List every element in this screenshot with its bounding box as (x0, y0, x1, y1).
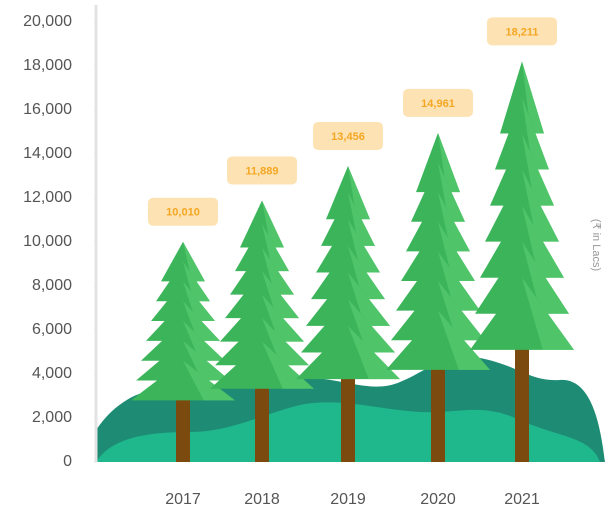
tree-tier-shade (262, 200, 284, 248)
value-label-box (227, 156, 297, 185)
tree-tier-shade (522, 169, 559, 242)
value-label: 13,456 (331, 131, 365, 143)
y-tick-label: 8,000 (32, 277, 72, 294)
tree-tier-shade (262, 318, 309, 366)
tree-tier-shade (438, 162, 465, 222)
tree-tier-shade (348, 165, 370, 220)
tree-tier-shade (438, 221, 475, 281)
tree-trunk (515, 329, 529, 462)
x-tick-label: 2020 (420, 491, 456, 508)
tree-trunk (255, 368, 269, 462)
tree-tier-shade (438, 310, 490, 370)
value-label: 18,211 (505, 26, 538, 38)
value-label: 11,889 (245, 165, 278, 177)
y-tick-label: 4,000 (32, 365, 72, 382)
tree-trunk (176, 380, 190, 462)
tree-tier-shade (348, 245, 385, 300)
y-tick-label: 16,000 (23, 101, 72, 118)
tree (470, 61, 574, 462)
x-tick-label: 2021 (504, 491, 540, 508)
tree (296, 165, 400, 462)
tree-tier-shade (183, 301, 220, 341)
tree (210, 200, 314, 462)
tree-tier-shade (438, 132, 460, 193)
tree-tier-shade (262, 271, 299, 319)
y-tick-label: 2,000 (32, 409, 72, 426)
tree-tier-shade (438, 280, 485, 341)
tree (386, 132, 490, 462)
tree-tier-shade (262, 223, 289, 272)
tree-tier-shade (183, 261, 210, 302)
tree-tier-shade (348, 325, 400, 380)
tree-tier-shade (183, 281, 215, 322)
tree-tier-shade (183, 360, 235, 401)
tree-tier-shade (522, 61, 544, 134)
tree-tier-shade (522, 133, 554, 206)
value-label-box (313, 121, 383, 150)
value-label-box (148, 197, 218, 226)
tree-tier-shade (438, 251, 480, 311)
tree-tier-shade (522, 205, 564, 278)
y-tick-label: 6,000 (32, 321, 72, 338)
y-tick-label: 18,000 (23, 57, 72, 74)
tree-tier-shade (522, 277, 574, 350)
tree-tier-shade (348, 192, 375, 246)
y-tick-label: 20,000 (23, 13, 72, 30)
tree-tier-shade (183, 340, 230, 381)
value-label-box (487, 17, 557, 46)
tree-tier-shade (348, 219, 380, 273)
tree-tier-shade (183, 321, 225, 361)
y-tick-label: 0 (63, 453, 72, 470)
y-tick-label: 12,000 (23, 189, 72, 206)
value-label: 10,010 (166, 207, 200, 219)
tree-tier-shade (522, 241, 569, 314)
value-label-box (403, 88, 473, 117)
tree-tier-shade (522, 97, 549, 170)
x-tick-label: 2019 (330, 491, 366, 508)
y-axis-label: (₹ in Lacs) (590, 219, 602, 271)
x-tick-label: 2018 (244, 491, 280, 508)
tree-tier-shade (262, 247, 294, 295)
tree-tier-shade (183, 241, 205, 282)
tree (131, 241, 235, 462)
tree-trunk (341, 359, 355, 462)
y-tick-label: 14,000 (23, 145, 72, 162)
tree-tier-shade (348, 299, 395, 353)
tree-tier-shade (262, 294, 304, 342)
tree-trunk (431, 349, 445, 462)
y-tick-label: 10,000 (23, 233, 72, 250)
tree-tier-shade (348, 272, 390, 326)
tree-tier-shade (438, 192, 470, 252)
value-label: 14,961 (421, 98, 455, 110)
x-tick-label: 2017 (165, 491, 201, 508)
